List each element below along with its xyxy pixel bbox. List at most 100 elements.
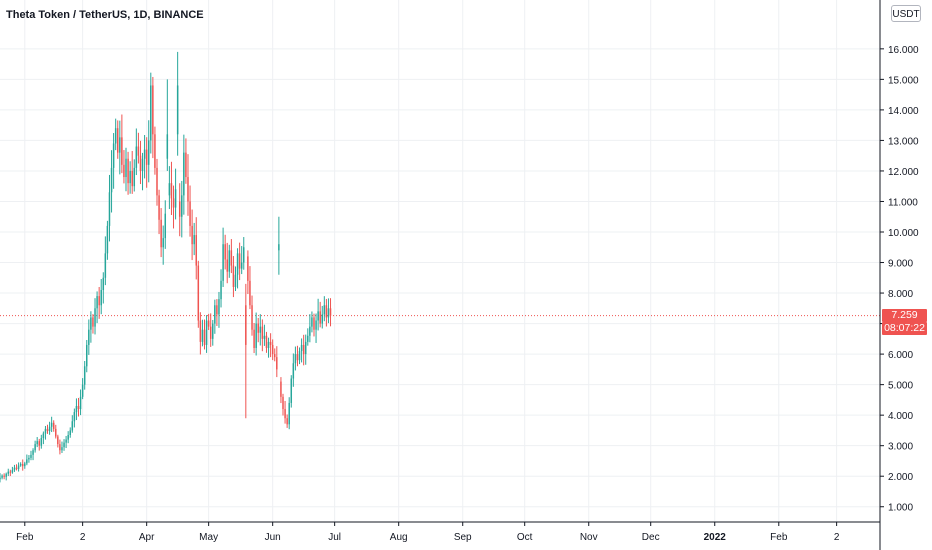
candle-body[interactable] bbox=[106, 225, 109, 254]
candle-body[interactable] bbox=[183, 152, 185, 196]
candle-body[interactable] bbox=[13, 467, 16, 471]
candle-body[interactable] bbox=[83, 366, 86, 385]
candle-body[interactable] bbox=[114, 128, 117, 144]
candle-body[interactable] bbox=[63, 442, 65, 448]
candle-body[interactable] bbox=[19, 464, 22, 466]
candle-body[interactable] bbox=[187, 177, 189, 202]
candle-body[interactable] bbox=[263, 335, 266, 339]
candle-body[interactable] bbox=[119, 137, 121, 153]
candle-body[interactable] bbox=[236, 253, 239, 275]
candle-body[interactable] bbox=[269, 341, 272, 345]
candle-body[interactable] bbox=[249, 280, 251, 306]
candle-body[interactable] bbox=[238, 253, 241, 269]
candle-body[interactable] bbox=[26, 459, 28, 464]
candle-body[interactable] bbox=[259, 326, 262, 333]
candle-body[interactable] bbox=[325, 305, 328, 318]
candle-body[interactable] bbox=[164, 213, 167, 239]
candle-body[interactable] bbox=[71, 421, 74, 431]
candle-body[interactable] bbox=[255, 323, 257, 348]
candle-body[interactable] bbox=[137, 146, 140, 156]
candle-body[interactable] bbox=[307, 335, 309, 342]
candle-body[interactable] bbox=[280, 381, 282, 397]
candle-body[interactable] bbox=[50, 422, 53, 427]
candle-body[interactable] bbox=[143, 149, 146, 159]
candle-body[interactable] bbox=[209, 326, 212, 339]
candle-body[interactable] bbox=[203, 329, 206, 345]
candle-body[interactable] bbox=[17, 465, 20, 469]
candle-body[interactable] bbox=[240, 262, 243, 269]
candle-body[interactable] bbox=[296, 354, 299, 361]
candle-body[interactable] bbox=[286, 418, 288, 425]
candle-body[interactable] bbox=[323, 305, 326, 315]
candle-body[interactable] bbox=[298, 351, 301, 361]
candle-body[interactable] bbox=[44, 428, 47, 434]
candle-body[interactable] bbox=[195, 235, 197, 266]
candle-body[interactable] bbox=[290, 378, 293, 403]
candle-body[interactable] bbox=[216, 305, 218, 315]
candle-body[interactable] bbox=[139, 155, 142, 171]
candle-body[interactable] bbox=[261, 326, 264, 339]
candle-body[interactable] bbox=[178, 201, 181, 217]
candle-body[interactable] bbox=[73, 412, 76, 422]
candle-body[interactable] bbox=[48, 426, 51, 432]
candle-body[interactable] bbox=[170, 183, 173, 199]
candle-body[interactable] bbox=[278, 244, 280, 251]
candle-body[interactable] bbox=[75, 406, 78, 413]
candle-body[interactable] bbox=[193, 235, 195, 245]
candle-body[interactable] bbox=[218, 299, 220, 315]
candle-body[interactable] bbox=[94, 308, 96, 327]
candle-body[interactable] bbox=[257, 323, 259, 333]
candle-body[interactable] bbox=[265, 335, 268, 348]
candle-body[interactable] bbox=[46, 428, 49, 432]
candle-body[interactable] bbox=[205, 320, 208, 345]
candle-body[interactable] bbox=[273, 354, 276, 358]
candle-body[interactable] bbox=[147, 140, 150, 165]
candle-body[interactable] bbox=[21, 464, 24, 467]
candle-body[interactable] bbox=[135, 146, 138, 168]
candles[interactable] bbox=[0, 51, 332, 483]
candle-body[interactable] bbox=[141, 158, 144, 171]
candle-body[interactable] bbox=[243, 247, 245, 263]
candle-body[interactable] bbox=[189, 201, 191, 226]
candle-body[interactable] bbox=[42, 433, 45, 439]
candle-body[interactable] bbox=[311, 317, 313, 327]
candle-body[interactable] bbox=[34, 444, 36, 451]
candle-body[interactable] bbox=[40, 438, 43, 446]
candle-body[interactable] bbox=[110, 167, 113, 193]
candle-body[interactable] bbox=[176, 85, 179, 135]
candle-body[interactable] bbox=[3, 475, 5, 477]
candle-body[interactable] bbox=[125, 158, 127, 178]
candle-body[interactable] bbox=[181, 195, 183, 217]
candle-body[interactable] bbox=[7, 471, 10, 474]
candle-body[interactable] bbox=[230, 250, 233, 266]
candle-body[interactable] bbox=[302, 344, 305, 355]
candle-body[interactable] bbox=[284, 409, 286, 419]
candle-body[interactable] bbox=[30, 454, 32, 458]
candle-body[interactable] bbox=[276, 357, 278, 370]
candle-body[interactable] bbox=[86, 344, 88, 367]
candle-body[interactable] bbox=[152, 85, 154, 135]
candle-body[interactable] bbox=[79, 396, 82, 410]
candle-body[interactable] bbox=[288, 402, 290, 425]
candle-body[interactable] bbox=[131, 170, 133, 187]
candle-body[interactable] bbox=[214, 305, 216, 324]
candle-body[interactable] bbox=[197, 265, 200, 321]
candle-body[interactable] bbox=[1, 475, 3, 478]
candle-body[interactable] bbox=[5, 473, 7, 477]
candle-body[interactable] bbox=[129, 170, 131, 184]
candle-body[interactable] bbox=[98, 296, 100, 306]
candle-body[interactable] bbox=[88, 329, 90, 345]
candle-body[interactable] bbox=[220, 280, 222, 300]
candle-body[interactable] bbox=[112, 143, 115, 168]
candle-body[interactable] bbox=[232, 265, 235, 287]
candle-body[interactable] bbox=[245, 305, 247, 345]
candle-body[interactable] bbox=[199, 320, 202, 342]
candle-body[interactable] bbox=[108, 192, 111, 226]
candle-body[interactable] bbox=[166, 134, 169, 159]
candle-body[interactable] bbox=[156, 167, 158, 196]
candle-body[interactable] bbox=[321, 314, 324, 324]
candle-body[interactable] bbox=[226, 259, 228, 272]
candle-body[interactable] bbox=[65, 439, 67, 443]
